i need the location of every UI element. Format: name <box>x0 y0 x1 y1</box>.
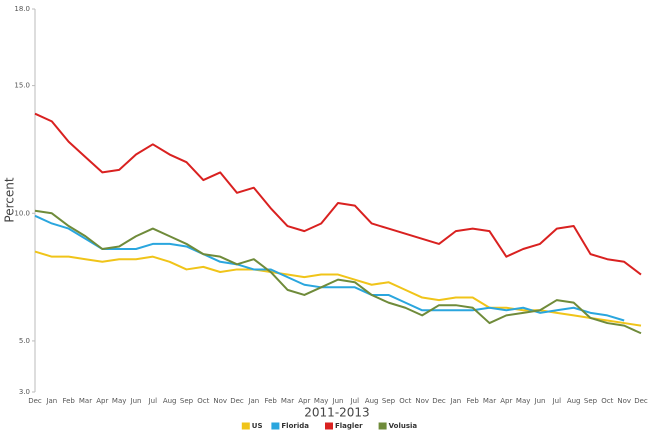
x-tick-label: Dec <box>634 397 648 405</box>
x-tick-label: Feb <box>264 397 277 405</box>
legend-label: US <box>252 422 263 430</box>
x-tick-label: Apr <box>298 397 310 405</box>
x-tick-label: Sep <box>180 397 194 405</box>
x-tick-label: Jul <box>148 397 158 405</box>
x-tick-label: Feb <box>62 397 75 405</box>
y-tick-label: 18.0 <box>14 5 30 13</box>
x-tick-label: Jul <box>552 397 562 405</box>
legend-label: Volusia <box>389 422 418 430</box>
y-tick-label: 15.0 <box>14 82 30 90</box>
x-tick-label: Oct <box>601 397 613 405</box>
x-tick-label: Apr <box>96 397 108 405</box>
x-axis-title: 2011-2013 <box>304 406 369 420</box>
x-tick-label: Aug <box>163 397 177 405</box>
x-tick-label: Aug <box>567 397 581 405</box>
x-tick-label: Mar <box>483 397 496 405</box>
x-tick-label: Jun <box>332 397 344 405</box>
x-tick-label: Feb <box>466 397 479 405</box>
x-tick-label: Nov <box>415 397 429 405</box>
x-tick-label: Oct <box>399 397 411 405</box>
x-tick-label: Aug <box>365 397 379 405</box>
y-axis-title: Percent <box>3 177 17 222</box>
x-tick-label: Jul <box>350 397 360 405</box>
x-tick-label: Mar <box>281 397 294 405</box>
legend-swatch <box>325 422 333 430</box>
x-tick-label: Jun <box>534 397 546 405</box>
x-tick-label: Mar <box>79 397 92 405</box>
legend-swatch <box>271 422 280 430</box>
legend-swatch <box>241 422 250 430</box>
x-tick-label: Sep <box>382 397 396 405</box>
series-line <box>34 250 642 327</box>
x-tick-label: Dec <box>230 397 244 405</box>
legend-label: Flagler <box>335 422 363 430</box>
x-tick-label: Jan <box>247 397 259 405</box>
x-tick-label: May <box>314 397 328 405</box>
x-tick-label: May <box>112 397 126 405</box>
legend-swatch <box>378 422 387 430</box>
x-tick-label: Nov <box>213 397 227 405</box>
x-tick-label: Jan <box>45 397 57 405</box>
x-tick-label: Oct <box>197 397 209 405</box>
x-tick-label: Dec <box>432 397 446 405</box>
x-tick-label: Nov <box>617 397 631 405</box>
series-line <box>34 214 625 322</box>
x-tick-label: Apr <box>500 397 512 405</box>
x-tick-label: Dec <box>28 397 42 405</box>
x-tick-label: Sep <box>584 397 598 405</box>
x-tick-label: May <box>516 397 530 405</box>
y-tick-label: 10.0 <box>14 209 30 217</box>
y-tick-label: 3.0 <box>19 388 30 396</box>
series-line <box>34 112 642 276</box>
x-tick-label: Jan <box>449 397 461 405</box>
legend-label: Florida <box>281 422 309 430</box>
series-line <box>34 209 642 335</box>
x-tick-label: Jun <box>130 397 142 405</box>
y-tick-label: 5.0 <box>19 337 30 345</box>
